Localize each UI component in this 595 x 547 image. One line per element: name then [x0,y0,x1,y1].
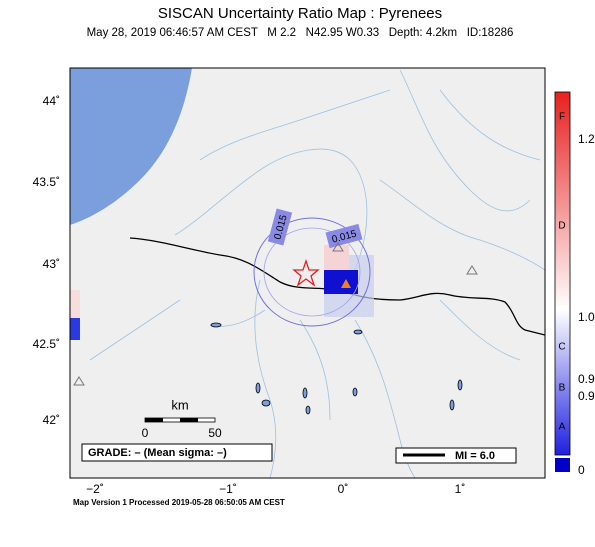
colorbar-base [555,458,570,472]
colorbar-letter: B [559,383,566,394]
lat-axis: 44˚ 43.5˚ 43˚ 42.5˚ 42˚ [33,94,60,427]
cell [70,290,80,318]
lat-label: 42.5˚ [33,337,60,351]
station [332,242,344,252]
map-frame [69,67,546,479]
lon-label: −2˚ [86,482,104,496]
cell [70,318,80,340]
scale-start: 0 [142,426,149,440]
colorbar-label: 1.0 [578,310,595,324]
colorbar-label: 1.2 [578,132,595,146]
title: SISCAN Uncertainty Ratio Map : Pyrenees [158,5,442,22]
lat-label: 43.5˚ [33,175,60,189]
cell [324,270,358,294]
colorbar-letter: A [559,422,566,433]
lon-label: 0˚ [338,482,349,496]
ocean [70,68,192,225]
map-area: 0.015 0.015 km 0 50 GRADE: – (Mean sigma… [70,68,545,478]
grade-box [81,443,273,462]
lon-axis: −2˚ −1˚ 0˚ 1˚ [86,482,465,496]
mi: MI = 6.0 [455,450,495,462]
station [341,279,351,288]
station [73,376,85,386]
colorbar-letter: D [558,221,565,232]
colorbar: F D C B A 1.2 1.0 0.9 0.9 0 [554,91,595,477]
colorbar-label: 0.9 [578,372,595,386]
lat-label: 42˚ [43,413,60,427]
footer: Map Version 1 Processed 2019-05-28 06:50… [73,498,285,507]
colorbar-letter: C [558,342,565,353]
scale-end: 50 [208,426,222,440]
contour [263,227,361,317]
cell [324,245,349,270]
lat-label: 43˚ [43,257,60,271]
colorbar-label: 0.9 [578,389,595,403]
station [466,265,478,275]
contour [253,217,371,327]
lon-label: 1˚ [455,482,466,496]
subtitle: May 28, 2019 06:46:57 AM CEST M 2.2 N42.… [87,27,514,39]
contour-label: 0.015 [325,223,363,249]
lon-label: −1˚ [219,482,237,496]
lat-label: 44˚ [43,94,60,108]
lakes [210,322,463,415]
scale-unit: km [171,397,188,412]
colorbar-label: 0 [578,463,585,477]
colorbar-letter: F [559,112,565,123]
colorbar-gradient [554,91,571,456]
rivers [89,69,545,478]
scale-bar: km 0 50 [142,397,222,440]
mi-box [395,447,517,464]
epicenter [292,258,320,287]
contour-label: 0.015 [267,208,293,246]
grade: GRADE: – (Mean sigma: –) [88,447,227,459]
